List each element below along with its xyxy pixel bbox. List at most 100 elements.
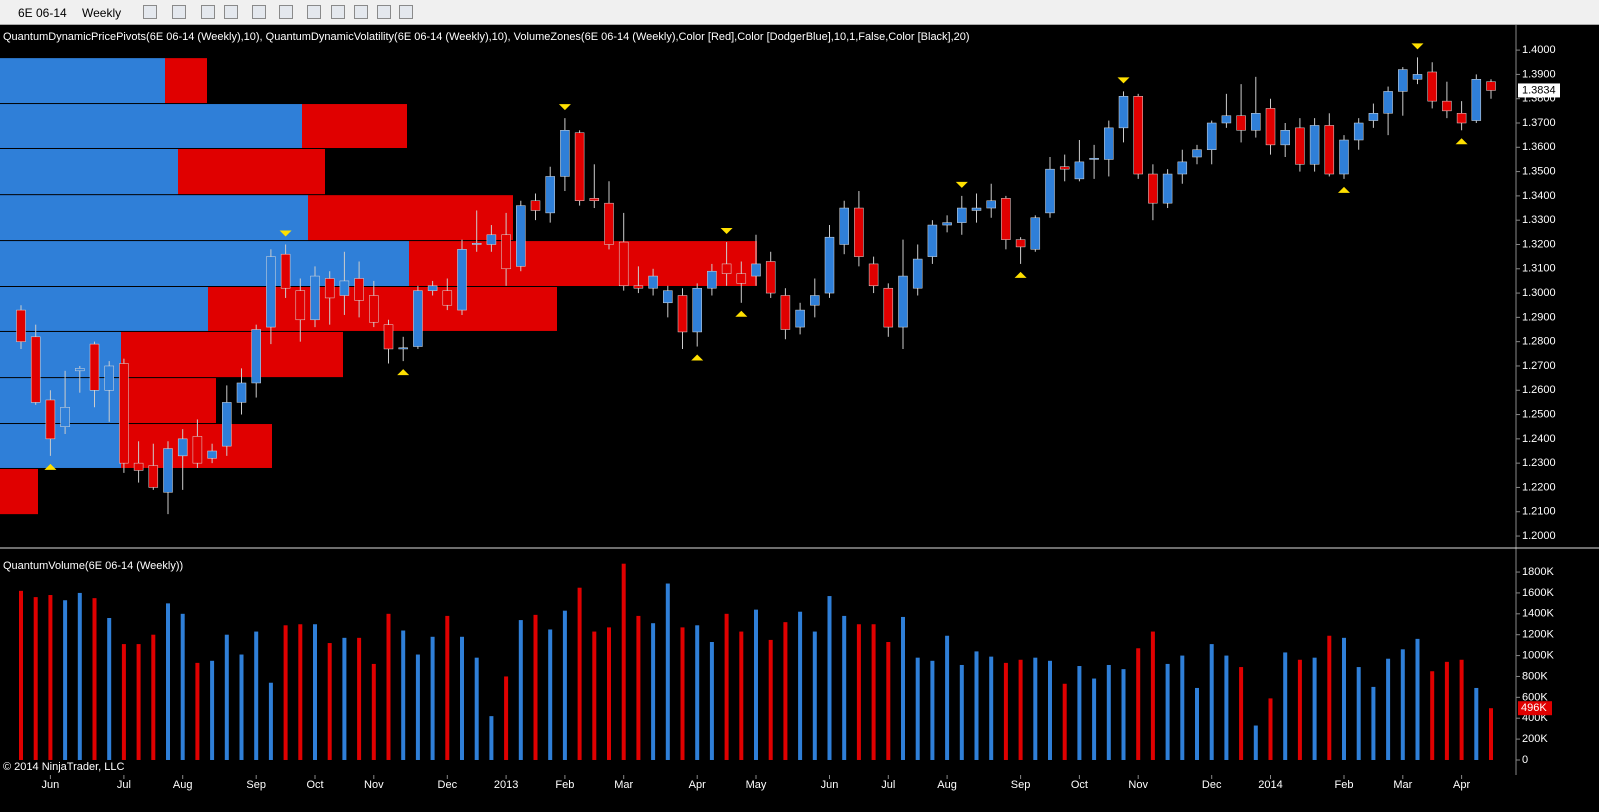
draw-button[interactable] [172,5,186,19]
y-tick-label: 800K [1522,670,1548,682]
y-tick-label: 1600K [1522,587,1554,599]
volume-bar [901,616,905,760]
candle-body [824,236,835,294]
zoom-button[interactable] [279,5,293,19]
volume-bar [166,603,170,760]
y-tick-label: 1.3300 [1522,214,1556,226]
properties-button[interactable] [307,5,321,19]
volume-bar [1297,659,1302,760]
candle-body [1162,173,1173,204]
y-tick-label: 1.3700 [1522,117,1556,129]
volume-bar [548,629,553,760]
volume-bar [371,663,376,760]
volume-bar [533,614,538,760]
volume-zone-up [0,424,121,468]
indicator-button[interactable] [201,5,215,19]
volume-bar [1092,678,1097,760]
candle-body [339,280,350,296]
volume-bar [489,716,494,760]
volume-bar [1342,637,1346,760]
candle-body [810,295,820,306]
candle-body [60,407,70,427]
candle-body [854,207,864,257]
volume-bar [1283,652,1288,760]
volume-bar [151,634,156,760]
y-tick-label: 200K [1522,733,1548,745]
cursor-button[interactable] [252,5,266,19]
x-tick-label: Aug [173,779,193,791]
volume-bar [989,656,994,760]
candle-body [530,200,541,211]
y-tick-label: 1200K [1522,629,1554,641]
volume-bar [827,596,832,760]
volume-bar [327,643,332,760]
volume-bar [1121,669,1126,760]
candle-body [1177,161,1188,175]
volume-bar [842,615,847,760]
volume-bar [401,630,406,760]
volume-bar [1268,698,1273,760]
candle-body [839,207,849,245]
candle-body [927,224,938,257]
volume-bar [239,654,244,760]
period-select[interactable]: Weekly [82,6,122,20]
volume-bar [342,637,347,760]
candle-body [633,285,644,289]
candle-body [207,450,217,459]
volume-bar [915,657,920,760]
volume-bar [1136,648,1141,760]
candle-body [266,256,276,328]
candle-body [1192,149,1202,158]
pivot-low [1455,138,1468,145]
bar-type-button[interactable] [143,5,157,19]
volume-bar [224,634,229,760]
volume-bar [1018,659,1023,760]
order-button[interactable] [377,5,391,19]
candle-body [560,130,570,177]
candle-body [119,363,129,464]
x-tick-label: Oct [1071,779,1088,791]
volume-bar [386,613,391,760]
volume-bar [1048,660,1052,760]
candle-body [1045,168,1055,214]
candle-body [1265,108,1276,146]
volume-bar [445,615,450,760]
volume-bar [1459,659,1464,760]
candle-body [604,202,614,245]
x-tick-label: Nov [1128,779,1148,791]
candle-body [1353,122,1364,141]
x-tick-label: May [746,779,767,791]
volume-bar [1209,644,1214,760]
volume-bar [1400,649,1405,760]
candle-body [427,285,438,291]
candle-body [677,295,688,333]
volume-bar [1312,657,1317,760]
snapshot-button[interactable] [399,5,413,19]
y-tick-label: 1000K [1522,649,1554,661]
candle-body [736,273,747,284]
volume-bar [313,624,317,760]
candle-body [1015,239,1026,248]
y-tick-label: 1.2300 [1522,457,1556,469]
volume-bar [1195,687,1199,760]
instrument-select[interactable]: 6E 06-14 [18,6,67,20]
x-tick-label: Jun [821,779,839,791]
volume-bar [474,657,479,760]
volume-bar [1224,655,1229,760]
volume-bar [974,651,979,760]
candle-body [589,198,600,201]
pivot-low [397,369,410,376]
x-tick-label: Jun [42,779,60,791]
candle-body [471,243,482,245]
volume-bar [1430,671,1435,760]
candle-body [163,448,173,493]
volume-bar [357,637,362,760]
candle-body [45,399,56,440]
chart-trader-button[interactable] [354,5,368,19]
y-tick-label: 1.2900 [1522,311,1556,323]
strategy-button[interactable] [224,5,238,19]
candle-body [721,263,732,274]
data-box-button[interactable] [331,5,345,19]
x-tick-label: Dec [1202,779,1222,791]
